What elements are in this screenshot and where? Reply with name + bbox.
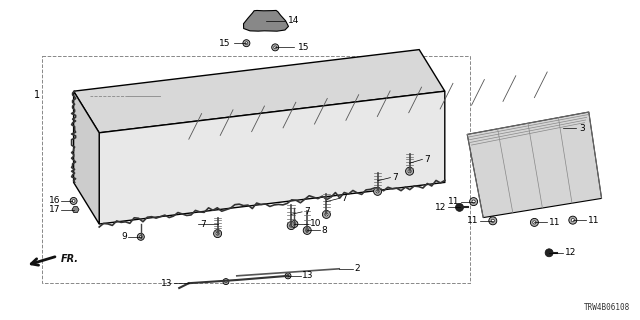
Circle shape (225, 280, 227, 283)
Text: 11: 11 (467, 216, 478, 225)
Text: 8: 8 (321, 226, 327, 235)
Circle shape (293, 223, 296, 225)
Text: 1: 1 (34, 90, 40, 100)
Text: 7: 7 (424, 155, 430, 164)
Polygon shape (99, 91, 445, 224)
Circle shape (140, 236, 142, 238)
Circle shape (272, 44, 278, 51)
Circle shape (274, 46, 276, 49)
Text: 7: 7 (341, 194, 347, 203)
Circle shape (472, 200, 476, 203)
Circle shape (245, 42, 248, 44)
Circle shape (223, 279, 229, 284)
Circle shape (289, 224, 293, 227)
Circle shape (214, 230, 221, 238)
Text: 9: 9 (121, 232, 127, 241)
Circle shape (303, 227, 311, 234)
Text: 17: 17 (49, 205, 60, 214)
Text: 2: 2 (355, 264, 360, 273)
Circle shape (456, 204, 463, 212)
Circle shape (287, 222, 295, 230)
Text: 3: 3 (579, 124, 585, 132)
Text: 16: 16 (49, 196, 60, 204)
Circle shape (291, 220, 298, 228)
Circle shape (406, 167, 413, 175)
Text: 11: 11 (448, 197, 460, 206)
Circle shape (408, 170, 412, 173)
Circle shape (532, 221, 536, 224)
Text: 14: 14 (288, 16, 300, 25)
Circle shape (545, 249, 553, 257)
Text: 11: 11 (588, 216, 599, 225)
Circle shape (323, 211, 330, 218)
Circle shape (285, 273, 291, 279)
Text: 7: 7 (392, 173, 398, 182)
Circle shape (489, 217, 497, 225)
Circle shape (287, 275, 289, 277)
Text: 10: 10 (310, 219, 321, 228)
Text: 13: 13 (161, 279, 173, 288)
Circle shape (569, 216, 577, 224)
Circle shape (138, 233, 144, 240)
Text: TRW4B06108: TRW4B06108 (584, 303, 630, 312)
Text: 11: 11 (549, 218, 561, 227)
Circle shape (376, 190, 380, 193)
Text: 12: 12 (435, 203, 447, 212)
Circle shape (72, 200, 75, 202)
Text: 13: 13 (302, 271, 314, 280)
Text: 15: 15 (298, 43, 309, 52)
Text: FR.: FR. (61, 253, 79, 264)
Text: 12: 12 (564, 248, 576, 257)
Circle shape (492, 219, 495, 222)
Circle shape (243, 40, 250, 47)
Polygon shape (244, 11, 289, 31)
Text: 7: 7 (200, 220, 206, 228)
Polygon shape (74, 50, 445, 133)
Circle shape (531, 218, 538, 227)
Circle shape (306, 229, 309, 232)
Polygon shape (74, 91, 99, 224)
Circle shape (216, 232, 219, 235)
Circle shape (470, 198, 477, 206)
Polygon shape (467, 112, 602, 218)
Circle shape (324, 213, 328, 216)
Circle shape (374, 188, 381, 195)
Circle shape (70, 197, 77, 204)
Text: 7: 7 (304, 207, 310, 216)
Polygon shape (72, 207, 79, 212)
Circle shape (571, 219, 575, 222)
Text: 15: 15 (219, 39, 230, 48)
